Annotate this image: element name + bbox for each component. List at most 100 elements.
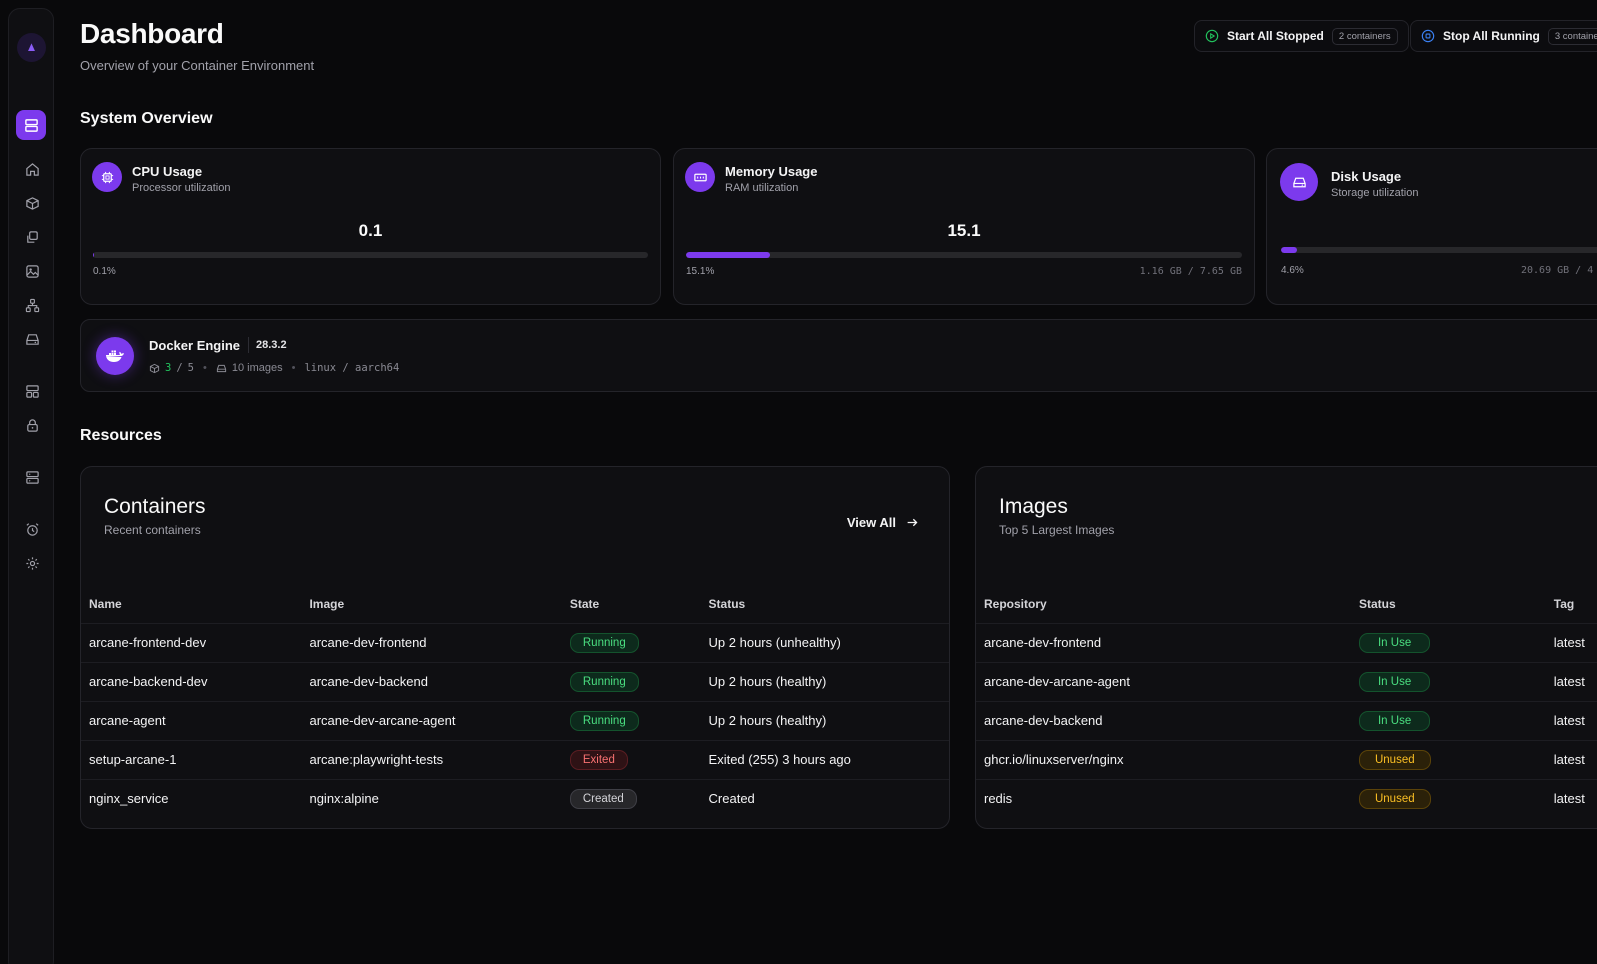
section-title-system-overview: System Overview xyxy=(80,110,213,127)
disk-icon xyxy=(1280,163,1318,201)
image-repository[interactable]: ghcr.io/linuxserver/nginx xyxy=(976,739,1351,779)
memory-value: 15.1 xyxy=(947,221,981,240)
column-header[interactable]: Image xyxy=(309,596,345,611)
play-circle-icon xyxy=(1205,29,1219,43)
sidebar-item-images[interactable] xyxy=(19,258,45,284)
meta-separator: • xyxy=(202,362,207,374)
docker-engine-version: 28.3.2 xyxy=(248,337,287,353)
table-row[interactable]: arcane-backend-dev arcane-dev-backend Ru… xyxy=(81,661,949,701)
images-table: Repository Status Tag arcane-dev-fronten… xyxy=(976,585,1597,818)
container-image: arcane-dev-frontend xyxy=(301,622,562,662)
table-row[interactable]: arcane-frontend-dev arcane-dev-frontend … xyxy=(81,622,949,662)
status-badge: In Use xyxy=(1358,671,1431,692)
sidebar-item-stacks[interactable] xyxy=(19,224,45,250)
alarm-clock-icon xyxy=(25,522,39,536)
sidebar-item-volumes[interactable] xyxy=(19,326,45,352)
sidebar-item-containers[interactable] xyxy=(19,190,45,216)
disk-title: Disk Usage xyxy=(1331,169,1402,184)
state-badge: Exited xyxy=(569,749,628,770)
sidebar-item-networks[interactable] xyxy=(19,292,45,318)
networks-icon xyxy=(25,298,39,312)
column-header[interactable]: Status xyxy=(1358,596,1396,611)
logo-icon[interactable] xyxy=(17,33,46,62)
sidebar-item-home[interactable] xyxy=(19,156,45,182)
column-header[interactable]: Status xyxy=(708,596,746,611)
state-badge: Running xyxy=(569,632,639,653)
stop-circle-icon xyxy=(1421,29,1435,43)
disk-subtitle: Storage utilization xyxy=(1331,187,1419,199)
templates-icon xyxy=(25,384,39,398)
gear-icon xyxy=(25,556,39,570)
start-all-label: Start All Stopped xyxy=(1227,29,1324,43)
container-name[interactable]: nginx_service xyxy=(81,778,302,818)
sidebar-item-settings[interactable] xyxy=(19,550,45,576)
state-badge: Running xyxy=(569,710,639,731)
table-row[interactable]: nginx_service nginx:alpine Created Creat… xyxy=(81,778,949,818)
cpu-subtitle: Processor utilization xyxy=(132,182,231,194)
stop-all-running-button[interactable]: Stop All Running 3 containers xyxy=(1410,20,1597,52)
table-row[interactable]: redis Unused latest xyxy=(976,778,1597,818)
table-row[interactable]: setup-arcane-1 arcane:playwright-tests E… xyxy=(81,739,949,779)
containers-table: Name Image State Status arcane-frontend-… xyxy=(81,585,949,818)
home-icon xyxy=(25,162,39,176)
cpu-value: 0.1 xyxy=(358,221,383,240)
table-row[interactable]: arcane-dev-frontend In Use latest xyxy=(976,622,1597,662)
memory-usage-card: Memory Usage RAM utilization 15.1 15.1% … xyxy=(673,148,1255,305)
container-name[interactable]: arcane-agent xyxy=(81,700,302,740)
sidebar-item-registries[interactable] xyxy=(19,412,45,438)
containers-icon xyxy=(25,196,39,210)
sidebar xyxy=(8,8,54,964)
disk-percent: 4.6% xyxy=(1281,265,1304,276)
status-badge: In Use xyxy=(1358,710,1431,731)
sidebar-item-dashboard[interactable] xyxy=(16,110,46,140)
image-tag: latest xyxy=(1545,778,1597,818)
image-repository[interactable]: arcane-dev-arcane-agent xyxy=(976,661,1351,701)
table-row[interactable]: ghcr.io/linuxserver/nginx Unused latest xyxy=(976,739,1597,779)
state-badge: Created xyxy=(569,788,637,809)
drive-icon xyxy=(216,364,226,372)
table-row[interactable]: arcane-agent arcane-dev-arcane-agent Run… xyxy=(81,700,949,740)
cpu-usage-card: CPU Usage Processor utilization 0.1 0.1% xyxy=(80,148,661,305)
running-count: 3 xyxy=(165,362,172,374)
meta-separator: • xyxy=(291,362,296,374)
column-header[interactable]: Repository xyxy=(984,596,1047,611)
image-repository[interactable]: arcane-dev-frontend xyxy=(976,622,1351,662)
container-icon xyxy=(149,363,160,373)
image-tag: latest xyxy=(1545,739,1597,779)
container-status: Created xyxy=(700,778,949,818)
start-all-stopped-button[interactable]: Start All Stopped 2 containers xyxy=(1194,20,1409,52)
image-tag: latest xyxy=(1545,622,1597,662)
memory-progress-bar xyxy=(686,252,1242,258)
image-tag: latest xyxy=(1545,700,1597,740)
image-repository[interactable]: arcane-dev-backend xyxy=(976,700,1351,740)
sidebar-item-environments[interactable] xyxy=(19,464,45,490)
disk-detail: 20.69 GB / 4 xyxy=(1521,265,1594,276)
sidebar-item-templates[interactable] xyxy=(19,378,45,404)
cpu-icon xyxy=(92,162,122,192)
container-name[interactable]: arcane-backend-dev xyxy=(81,661,302,701)
container-name[interactable]: arcane-frontend-dev xyxy=(81,622,302,662)
container-image: arcane-dev-arcane-agent xyxy=(301,700,562,740)
table-row[interactable]: arcane-dev-backend In Use latest xyxy=(976,700,1597,740)
status-badge: Unused xyxy=(1358,749,1431,770)
table-row[interactable]: arcane-dev-arcane-agent In Use latest xyxy=(976,661,1597,701)
cpu-progress-fill xyxy=(93,252,94,258)
column-header[interactable]: Name xyxy=(89,596,122,611)
docker-whale-icon xyxy=(96,337,134,375)
image-repository[interactable]: redis xyxy=(976,778,1351,818)
container-image: nginx:alpine xyxy=(301,778,562,818)
sidebar-item-events[interactable] xyxy=(19,516,45,542)
images-title: Images xyxy=(999,495,1068,518)
disk-usage-card: Disk Usage Storage utilization 4.6% 20.6… xyxy=(1266,148,1597,305)
view-all-containers-button[interactable]: View All xyxy=(847,515,919,530)
column-header[interactable]: State xyxy=(569,596,600,611)
stop-all-count: 3 containers xyxy=(1547,27,1597,45)
column-header[interactable]: Tag xyxy=(1553,596,1575,611)
cpu-progress-bar xyxy=(93,252,648,258)
page-title: Dashboard xyxy=(80,18,224,49)
container-name[interactable]: setup-arcane-1 xyxy=(81,739,302,779)
containers-subtitle: Recent containers xyxy=(104,523,201,537)
platform: linux / aarch64 xyxy=(304,362,400,374)
image-tag: latest xyxy=(1545,661,1597,701)
